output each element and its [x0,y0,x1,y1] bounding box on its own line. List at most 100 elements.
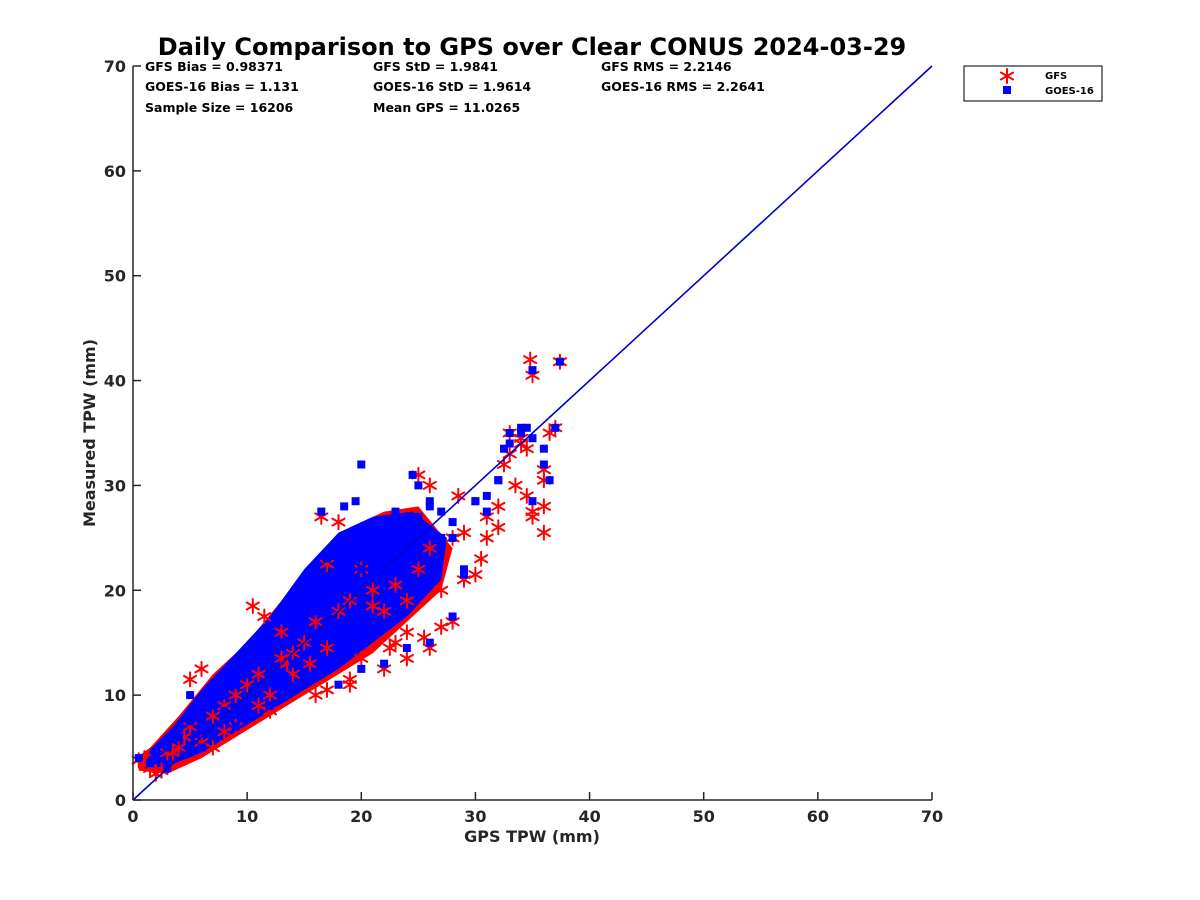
y-axis-label: Measured TPW (mm) [80,339,99,527]
goes16-point [288,659,297,668]
goes16-point [528,366,537,375]
gfs-point [257,608,272,625]
goes16-point [368,554,377,563]
goes16-point [186,691,195,700]
goes16-point [482,491,491,500]
gfs-point [319,681,335,698]
goes16-point [448,533,457,542]
stat-r1-c0: GOES-16 Bias = 1.131 [145,79,299,94]
gfs-point [183,671,198,688]
x-tick-label: 50 [693,807,715,826]
goes16-point [471,497,480,506]
goes16-point [414,481,423,490]
gfs-point [519,440,534,457]
goes16-point [522,423,531,432]
gfs-point [411,561,426,578]
gfs-point [422,540,437,557]
goes16-point [334,638,343,647]
goes16-point [460,570,468,579]
goes16-point [323,596,331,605]
goes16-point [151,748,160,757]
legend: GFS GOES-16 [963,65,1103,102]
goes16-point [317,507,326,516]
gfs-point [422,477,437,494]
goes16-point [300,617,309,626]
goes16-point [448,612,457,621]
gfs-point [434,582,449,599]
goes16-point [334,680,343,689]
x-tick-label: 60 [807,807,829,826]
gfs-point [456,524,472,541]
goes16-point [351,497,360,506]
y-tick-label: 40 [104,372,126,391]
goes16-point [539,444,548,453]
gfs-point [365,582,380,599]
gfs-point [434,619,449,635]
goes16-point [425,638,434,647]
goes16-point [555,357,564,366]
axes: 0 10 20 30 40 50 60 70 0 10 20 30 40 50 60 70 [104,57,943,826]
goes16-point [277,612,286,621]
goes16-point [380,544,389,553]
goes16-point [391,528,400,537]
goes16-point [146,759,155,768]
gfs-point [491,519,506,536]
gfs-point [382,640,397,656]
goes16-point [345,575,354,584]
goes16-point [528,497,537,506]
gfs-point [479,529,494,546]
y-tick-label: 20 [104,581,126,600]
gfs-point [302,655,317,672]
goes16-point [197,743,206,752]
gfs-point [262,687,278,704]
x-tick-label: 0 [127,807,138,826]
stat-r2-c1: Mean GPS = 11.0265 [373,100,520,115]
gfs-point [308,687,323,704]
stat-r1-c1: GOES-16 StD = 1.9614 [373,79,531,94]
legend-gfs-marker [999,68,1015,84]
goes16-point [460,565,468,574]
goes16-point [163,743,172,752]
gfs-point [228,687,243,704]
goes16-point [214,675,223,684]
gfs-point [251,697,266,714]
gfs-point [205,708,220,725]
goes16-point [380,659,389,668]
goes16-point [334,586,343,595]
gfs-point [308,613,323,630]
gfs-point [217,723,232,740]
goes16-point [340,502,349,511]
gfs-point [491,498,506,515]
gfs-point [274,624,289,641]
legend-goes16-label: GOES-16 [1045,86,1094,97]
goes16-point [425,497,434,506]
goes16-point [494,476,503,485]
stat-r1-c2: GOES-16 RMS = 2.2641 [601,79,765,94]
x-tick-label: 10 [236,807,258,826]
goes16-point [174,733,183,742]
legend-goes16-marker [1003,86,1011,94]
gfs-point [194,660,209,677]
goes16-point [208,701,217,710]
goes16-point [288,623,297,631]
x-tick-label: 20 [350,807,372,826]
goes16-point [374,523,383,532]
goes16-point [197,712,206,721]
y-tick-label: 70 [104,57,126,76]
gfs-point [251,666,266,683]
goes16-point [220,691,229,700]
goes16-point [254,633,263,642]
gfs-point [525,508,540,525]
x-tick-label: 40 [578,807,600,826]
goes16-point [402,523,411,532]
goes16-point [517,423,526,432]
y-tick-label: 50 [104,267,126,286]
goes16-point [425,502,434,511]
goes16-point [231,680,240,689]
y-tick-label: 0 [115,791,126,810]
gfs-point [245,598,260,614]
gfs-point [365,598,380,614]
goes16-point [437,533,446,542]
goes16-point [448,518,457,527]
